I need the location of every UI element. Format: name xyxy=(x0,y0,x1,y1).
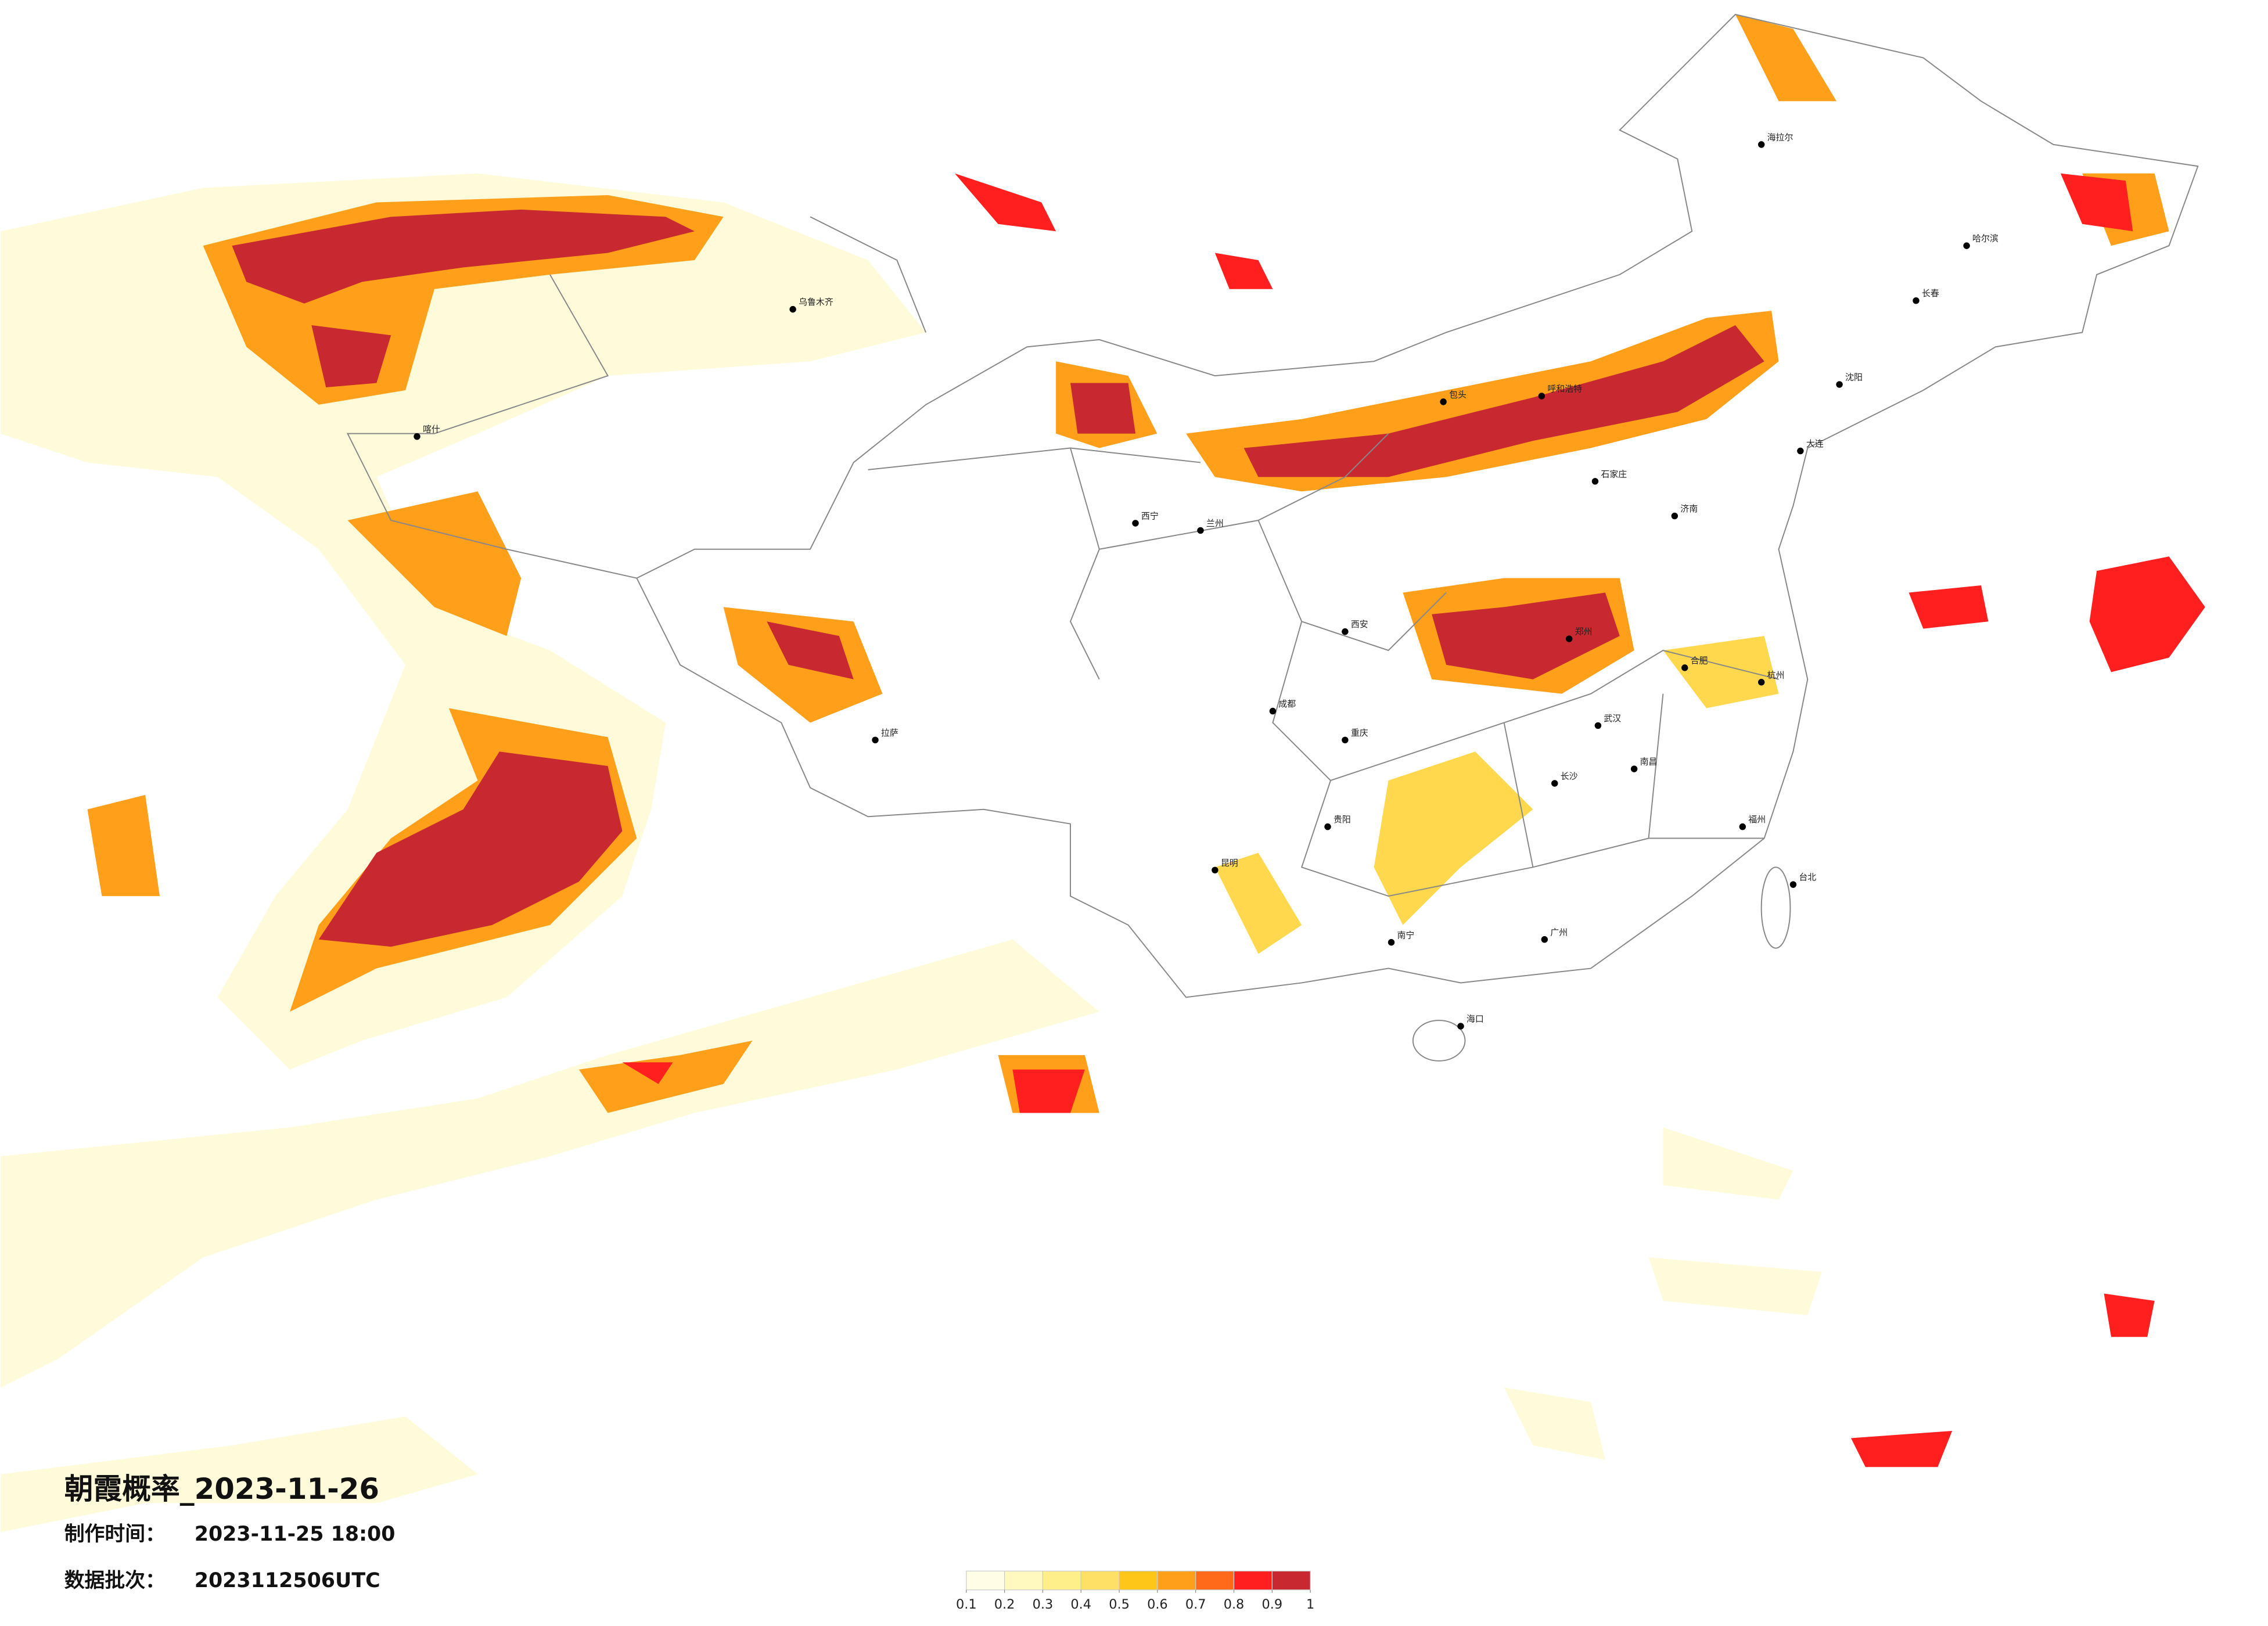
city-dot xyxy=(1440,398,1447,405)
city-label: 沈阳 xyxy=(1845,372,1863,383)
legend: 0.1 0.2 0.3 0.4 0.5 0.6 0.7 0.8 0.9 1 xyxy=(956,1570,1314,1612)
legend-tick-label: 0.2 xyxy=(994,1597,1015,1612)
city-label: 合肥 xyxy=(1691,655,1708,665)
city-label: 长春 xyxy=(1922,288,1939,298)
city-label: 台北 xyxy=(1799,872,1816,883)
probability-field xyxy=(1,14,2205,1533)
city-dot xyxy=(1757,141,1765,148)
legend-swatch xyxy=(966,1570,1005,1591)
country-outline xyxy=(346,13,2199,1062)
city-label: 福州 xyxy=(1748,814,1766,825)
city-label: 海口 xyxy=(1467,1014,1484,1024)
city-label: 包头 xyxy=(1449,389,1467,400)
city-label: 济南 xyxy=(1680,503,1698,514)
city-dot xyxy=(1836,381,1843,388)
city-dot xyxy=(1457,1023,1464,1030)
city-dot xyxy=(1963,242,1970,249)
legend-swatch xyxy=(1119,1570,1158,1591)
batch: 2023112506UTC xyxy=(195,1569,380,1592)
city-dot xyxy=(1269,707,1277,715)
city-label: 昆明 xyxy=(1221,858,1238,868)
city-dot xyxy=(1630,765,1638,772)
legend-tick-label: 0.9 xyxy=(1262,1597,1283,1612)
city-dot xyxy=(414,433,420,440)
city-label: 海拉尔 xyxy=(1767,132,1793,142)
city-label: 贵阳 xyxy=(1334,814,1351,825)
city-dot xyxy=(1681,664,1688,671)
city-label: 西安 xyxy=(1351,619,1368,629)
city-dot xyxy=(1739,823,1746,830)
city-label: 哈尔滨 xyxy=(1972,233,1999,244)
city-dot xyxy=(1565,635,1573,642)
city-label: 呼和浩特 xyxy=(1547,383,1582,394)
city-label: 杭州 xyxy=(1767,670,1785,680)
city-dot xyxy=(1324,823,1331,830)
made-time: 2023-11-25 18:00 xyxy=(195,1523,396,1546)
legend-tick-label: 0.7 xyxy=(1185,1597,1206,1612)
city-dot xyxy=(1913,297,1920,304)
legend-tick-label: 0.5 xyxy=(1109,1597,1130,1612)
city-label: 大连 xyxy=(1806,438,1824,449)
city-dot xyxy=(1388,939,1395,946)
city-label: 西宁 xyxy=(1141,511,1159,521)
legend-swatch xyxy=(1195,1570,1235,1591)
legend-swatch xyxy=(1157,1570,1196,1591)
city-label: 长沙 xyxy=(1561,771,1578,782)
city-label: 乌鲁木齐 xyxy=(799,297,833,307)
legend-tick-label: 0.6 xyxy=(1147,1597,1168,1612)
legend-tick-label: 0.4 xyxy=(1070,1597,1091,1612)
city-label: 武汉 xyxy=(1604,713,1621,724)
legend-swatch xyxy=(1004,1570,1044,1591)
legend-tick-label: 0.3 xyxy=(1033,1597,1054,1612)
city-label: 兰州 xyxy=(1206,518,1224,528)
city-label: 成都 xyxy=(1278,699,1296,709)
city-dot xyxy=(789,305,796,313)
legend-tick-label: 0.1 xyxy=(956,1597,977,1612)
city-dot xyxy=(1342,628,1349,635)
city-dot xyxy=(1197,527,1204,534)
city-dot xyxy=(1212,866,1219,874)
city-label: 南宁 xyxy=(1397,930,1414,940)
made-label: 制作时间： xyxy=(64,1523,166,1546)
legend-tick-label: 1 xyxy=(1306,1597,1314,1612)
city-dot xyxy=(1594,722,1602,729)
city-dot xyxy=(1671,512,1678,520)
legend-swatch xyxy=(1042,1570,1081,1591)
city-label: 广州 xyxy=(1550,927,1568,937)
city-dot xyxy=(1551,780,1558,787)
city-dot xyxy=(1797,447,1804,455)
legend-swatch xyxy=(1233,1570,1273,1591)
legend-swatch xyxy=(1080,1570,1120,1591)
city-dot xyxy=(1132,520,1139,527)
city-dot xyxy=(1789,881,1797,888)
city-label: 喀什 xyxy=(423,424,440,434)
city-dot xyxy=(1342,736,1349,744)
city-dot xyxy=(1538,393,1545,400)
city-dot xyxy=(1757,679,1765,686)
city-dot xyxy=(872,736,879,744)
city-dot xyxy=(1591,478,1599,485)
legend-tick-label: 0.8 xyxy=(1224,1597,1245,1612)
city-label: 拉萨 xyxy=(881,728,898,738)
cities: 海拉尔 哈尔滨 长春 沈阳 大连 呼和浩特 包头 石家庄 济南 郑州 西安 兰州… xyxy=(414,132,1999,1030)
city-label: 重庆 xyxy=(1351,728,1368,738)
city-label: 郑州 xyxy=(1575,627,1593,637)
city-dot xyxy=(1541,936,1548,943)
title: 朝霞概率_2023-11-26 xyxy=(64,1472,379,1506)
city-label: 石家庄 xyxy=(1601,469,1627,479)
city-label: 南昌 xyxy=(1640,757,1658,767)
batch-label: 数据批次： xyxy=(64,1569,166,1592)
legend-swatch xyxy=(1271,1570,1311,1591)
